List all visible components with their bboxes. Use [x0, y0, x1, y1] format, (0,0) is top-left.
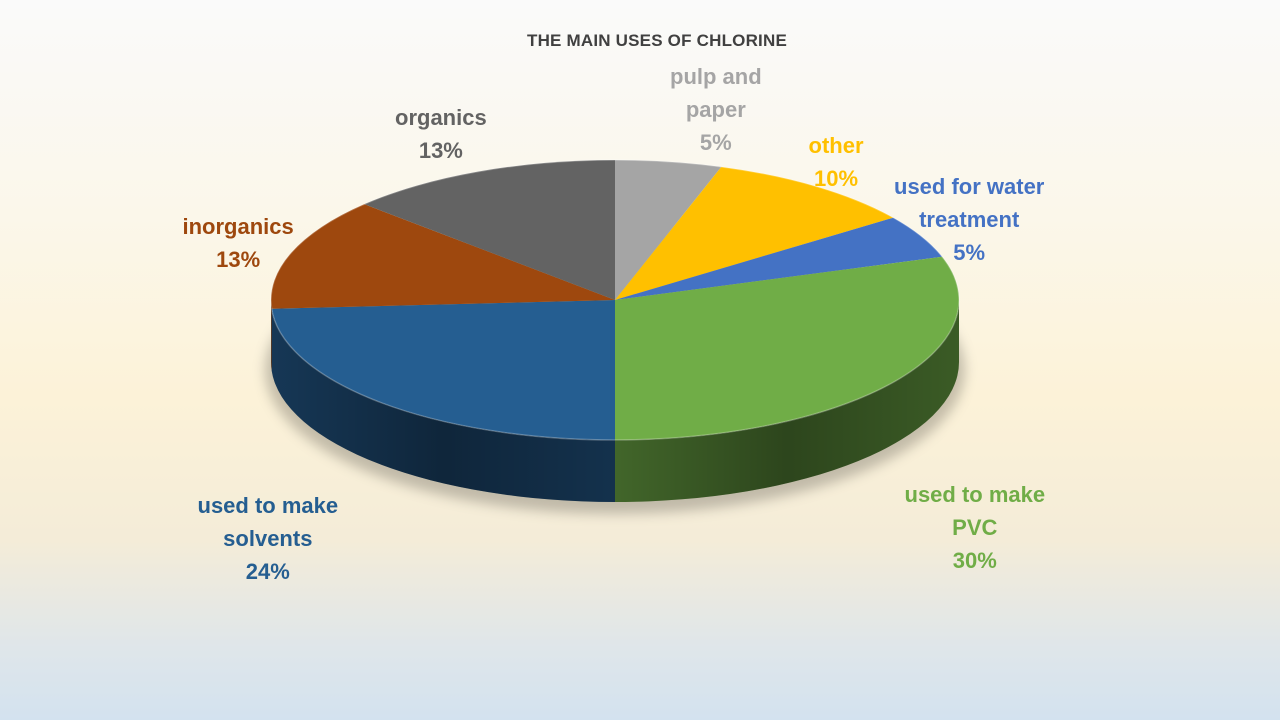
slice-label-inorganics: inorganics 13%: [183, 210, 294, 276]
slice-value-text: 5%: [699, 130, 732, 155]
chart-title: THE MAIN USES OF CHLORINE: [526, 31, 787, 50]
slice-label-text: treatment: [919, 207, 1020, 232]
slice-value-text: 5%: [953, 240, 986, 265]
pie-slice-used-to-make-PVC: [615, 256, 959, 440]
slice-label-text: inorganics: [182, 214, 294, 239]
pie-slice-side-shade-3: [615, 300, 959, 502]
pie-slice-organics: [364, 160, 615, 300]
slice-value-text: 10%: [813, 166, 859, 191]
pie-slice-other: [615, 166, 894, 300]
slice-value-text: 13%: [418, 138, 463, 163]
slice-label-text: used to make: [904, 482, 1046, 507]
pie-slice-inorganics: [271, 204, 615, 309]
slice-label-organics: organics 13%: [395, 101, 487, 167]
pie-rim: [270, 159, 960, 441]
slice-label-text: solvents: [223, 526, 313, 551]
slice-label-text: paper: [685, 97, 746, 122]
pie-slice-side-shade-4: [271, 308, 615, 502]
slice-label-text: pulp and: [670, 64, 762, 89]
slice-label-text: other: [808, 133, 864, 158]
slice-label-used-to-make-PVC: used to make PVC 30%: [905, 478, 1046, 577]
slice-label-text: used to make: [197, 493, 339, 518]
pie-slice-used-to-make-solvents: [271, 300, 615, 440]
slice-label-other: other 10%: [809, 129, 864, 195]
slice-value-text: 24%: [245, 559, 290, 584]
slice-value-text: 13%: [216, 247, 261, 272]
slice-label-text: used for water: [894, 174, 1045, 199]
slice-label-text: organics: [395, 105, 487, 130]
pie-slice-used-for-water-treatment: [615, 217, 943, 300]
slice-label-text: PVC: [952, 515, 998, 540]
slice-label-pulp-and-paper: pulp and paper 5%: [670, 60, 762, 159]
pie-slice-pulp-and-paper: [615, 160, 722, 300]
slice-label-used-for-water-treatment: used for water treatment 5%: [894, 170, 1044, 269]
pie-slice-side-shade-5: [271, 300, 272, 371]
slice-label-used-to-make-solvents: used to make solvents 24%: [198, 489, 339, 588]
slice-value-text: 30%: [952, 548, 997, 573]
